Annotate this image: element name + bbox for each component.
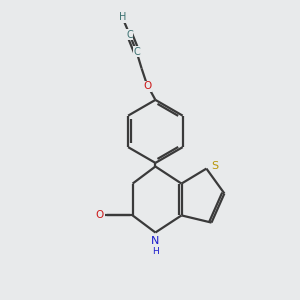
- Text: C: C: [133, 46, 140, 57]
- Text: H: H: [152, 247, 159, 256]
- Text: S: S: [211, 161, 218, 171]
- Text: O: O: [96, 210, 104, 220]
- Text: O: O: [143, 81, 152, 91]
- Text: C: C: [126, 29, 133, 40]
- Text: N: N: [151, 236, 160, 246]
- Text: H: H: [119, 12, 126, 22]
